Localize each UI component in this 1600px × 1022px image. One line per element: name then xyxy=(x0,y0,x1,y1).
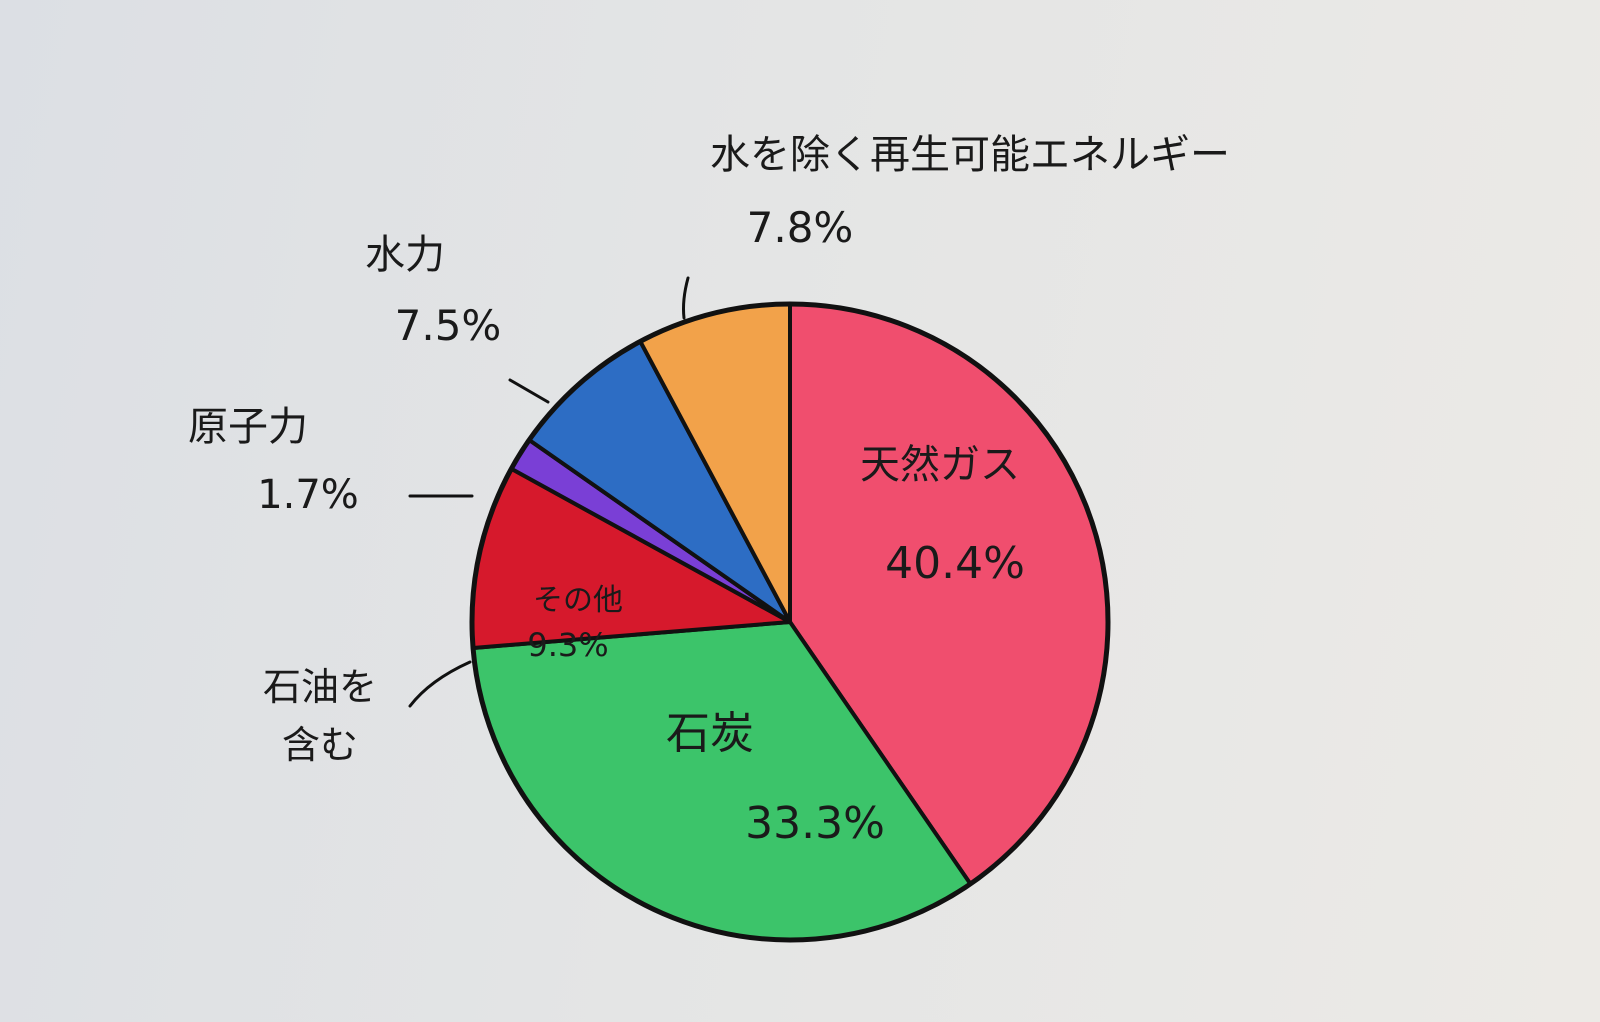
slice-note-2-a: 石油を xyxy=(263,665,377,709)
slice-value-3: 1.7% xyxy=(257,472,359,518)
pie-slices xyxy=(469,301,1111,943)
leader-lines xyxy=(408,276,690,708)
slice-value-4: 7.5% xyxy=(395,301,502,350)
slice-value-2: 9.3% xyxy=(527,626,608,664)
slice-value-0: 40.4% xyxy=(885,538,1025,589)
pie-outline xyxy=(469,301,1111,943)
leader-line-5 xyxy=(682,276,690,320)
slice-label-1: 石炭 xyxy=(666,708,754,759)
leader-line-2 xyxy=(408,660,472,708)
slice-label-5: 水を除く再生可能エネルギー xyxy=(710,132,1230,178)
slice-label-3: 原子力 xyxy=(188,404,308,450)
slice-label-0: 天然ガス xyxy=(860,442,1020,488)
leader-line-4 xyxy=(508,378,550,404)
slice-label-4: 水力 xyxy=(365,232,445,278)
slice-note-2-b: 含む xyxy=(282,723,358,767)
slice-label-2: その他 xyxy=(533,583,623,618)
slice-value-1: 33.3% xyxy=(745,798,885,849)
slice-value-5: 7.8% xyxy=(747,203,854,252)
